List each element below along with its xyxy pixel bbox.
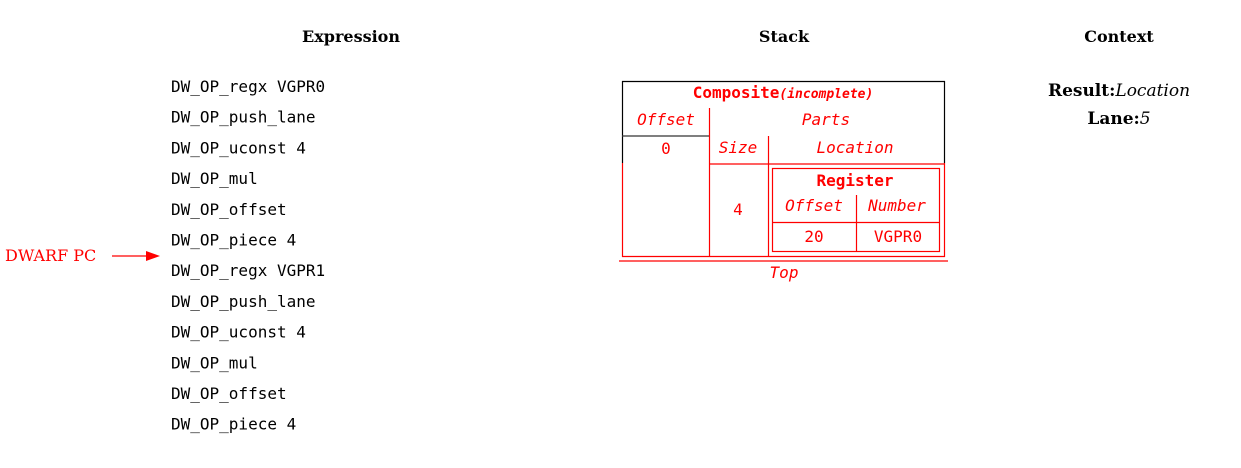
offset-header: Offset [637, 110, 695, 129]
expression-op: DW_OP_mul [171, 353, 258, 372]
stack-composite: Composite(incomplete) Offset Parts 0 Siz… [619, 80, 948, 282]
register-number-value: VGPR0 [874, 227, 922, 246]
register-number-header: Number [867, 196, 926, 215]
register-offset-value: 20 [804, 227, 823, 246]
expression-op: DW_OP_offset [171, 200, 287, 219]
context-lane: Lane:5 [1087, 109, 1150, 129]
size-header: Size [719, 138, 758, 157]
parts-header: Parts [802, 110, 850, 129]
context-result: Result:Location [1048, 81, 1190, 101]
expression-op: DW_OP_uconst 4 [171, 138, 306, 157]
expression-op: DW_OP_push_lane [171, 108, 316, 127]
expression-op: DW_OP_mul [171, 169, 258, 188]
expression-op: DW_OP_push_lane [171, 292, 316, 311]
expression-list: DW_OP_regx VGPR0 DW_OP_push_lane DW_OP_uco… [171, 77, 325, 434]
composite-title: Composite(incomplete) [693, 83, 874, 102]
pc-arrow-icon [112, 251, 160, 261]
dwarf-pc-label: DWARF PC [5, 246, 96, 265]
stack-header: Stack [759, 27, 810, 46]
expression-op: DW_OP_piece 4 [171, 415, 296, 434]
register-offset-header: Offset [785, 196, 843, 215]
stack-top-label: Top [770, 263, 799, 282]
expression-op: DW_OP_regx VGPR1 [171, 261, 325, 280]
expression-op: DW_OP_uconst 4 [171, 323, 306, 342]
expression-header: Expression [302, 27, 400, 46]
context-header: Context [1084, 27, 1154, 46]
register-title: Register [816, 171, 893, 190]
expression-op: DW_OP_regx VGPR0 [171, 77, 325, 96]
expression-op: DW_OP_offset [171, 384, 287, 403]
expression-op: DW_OP_piece 4 [171, 231, 296, 250]
offset-value: 0 [661, 139, 671, 158]
size-value: 4 [733, 200, 743, 219]
location-header: Location [816, 138, 893, 157]
